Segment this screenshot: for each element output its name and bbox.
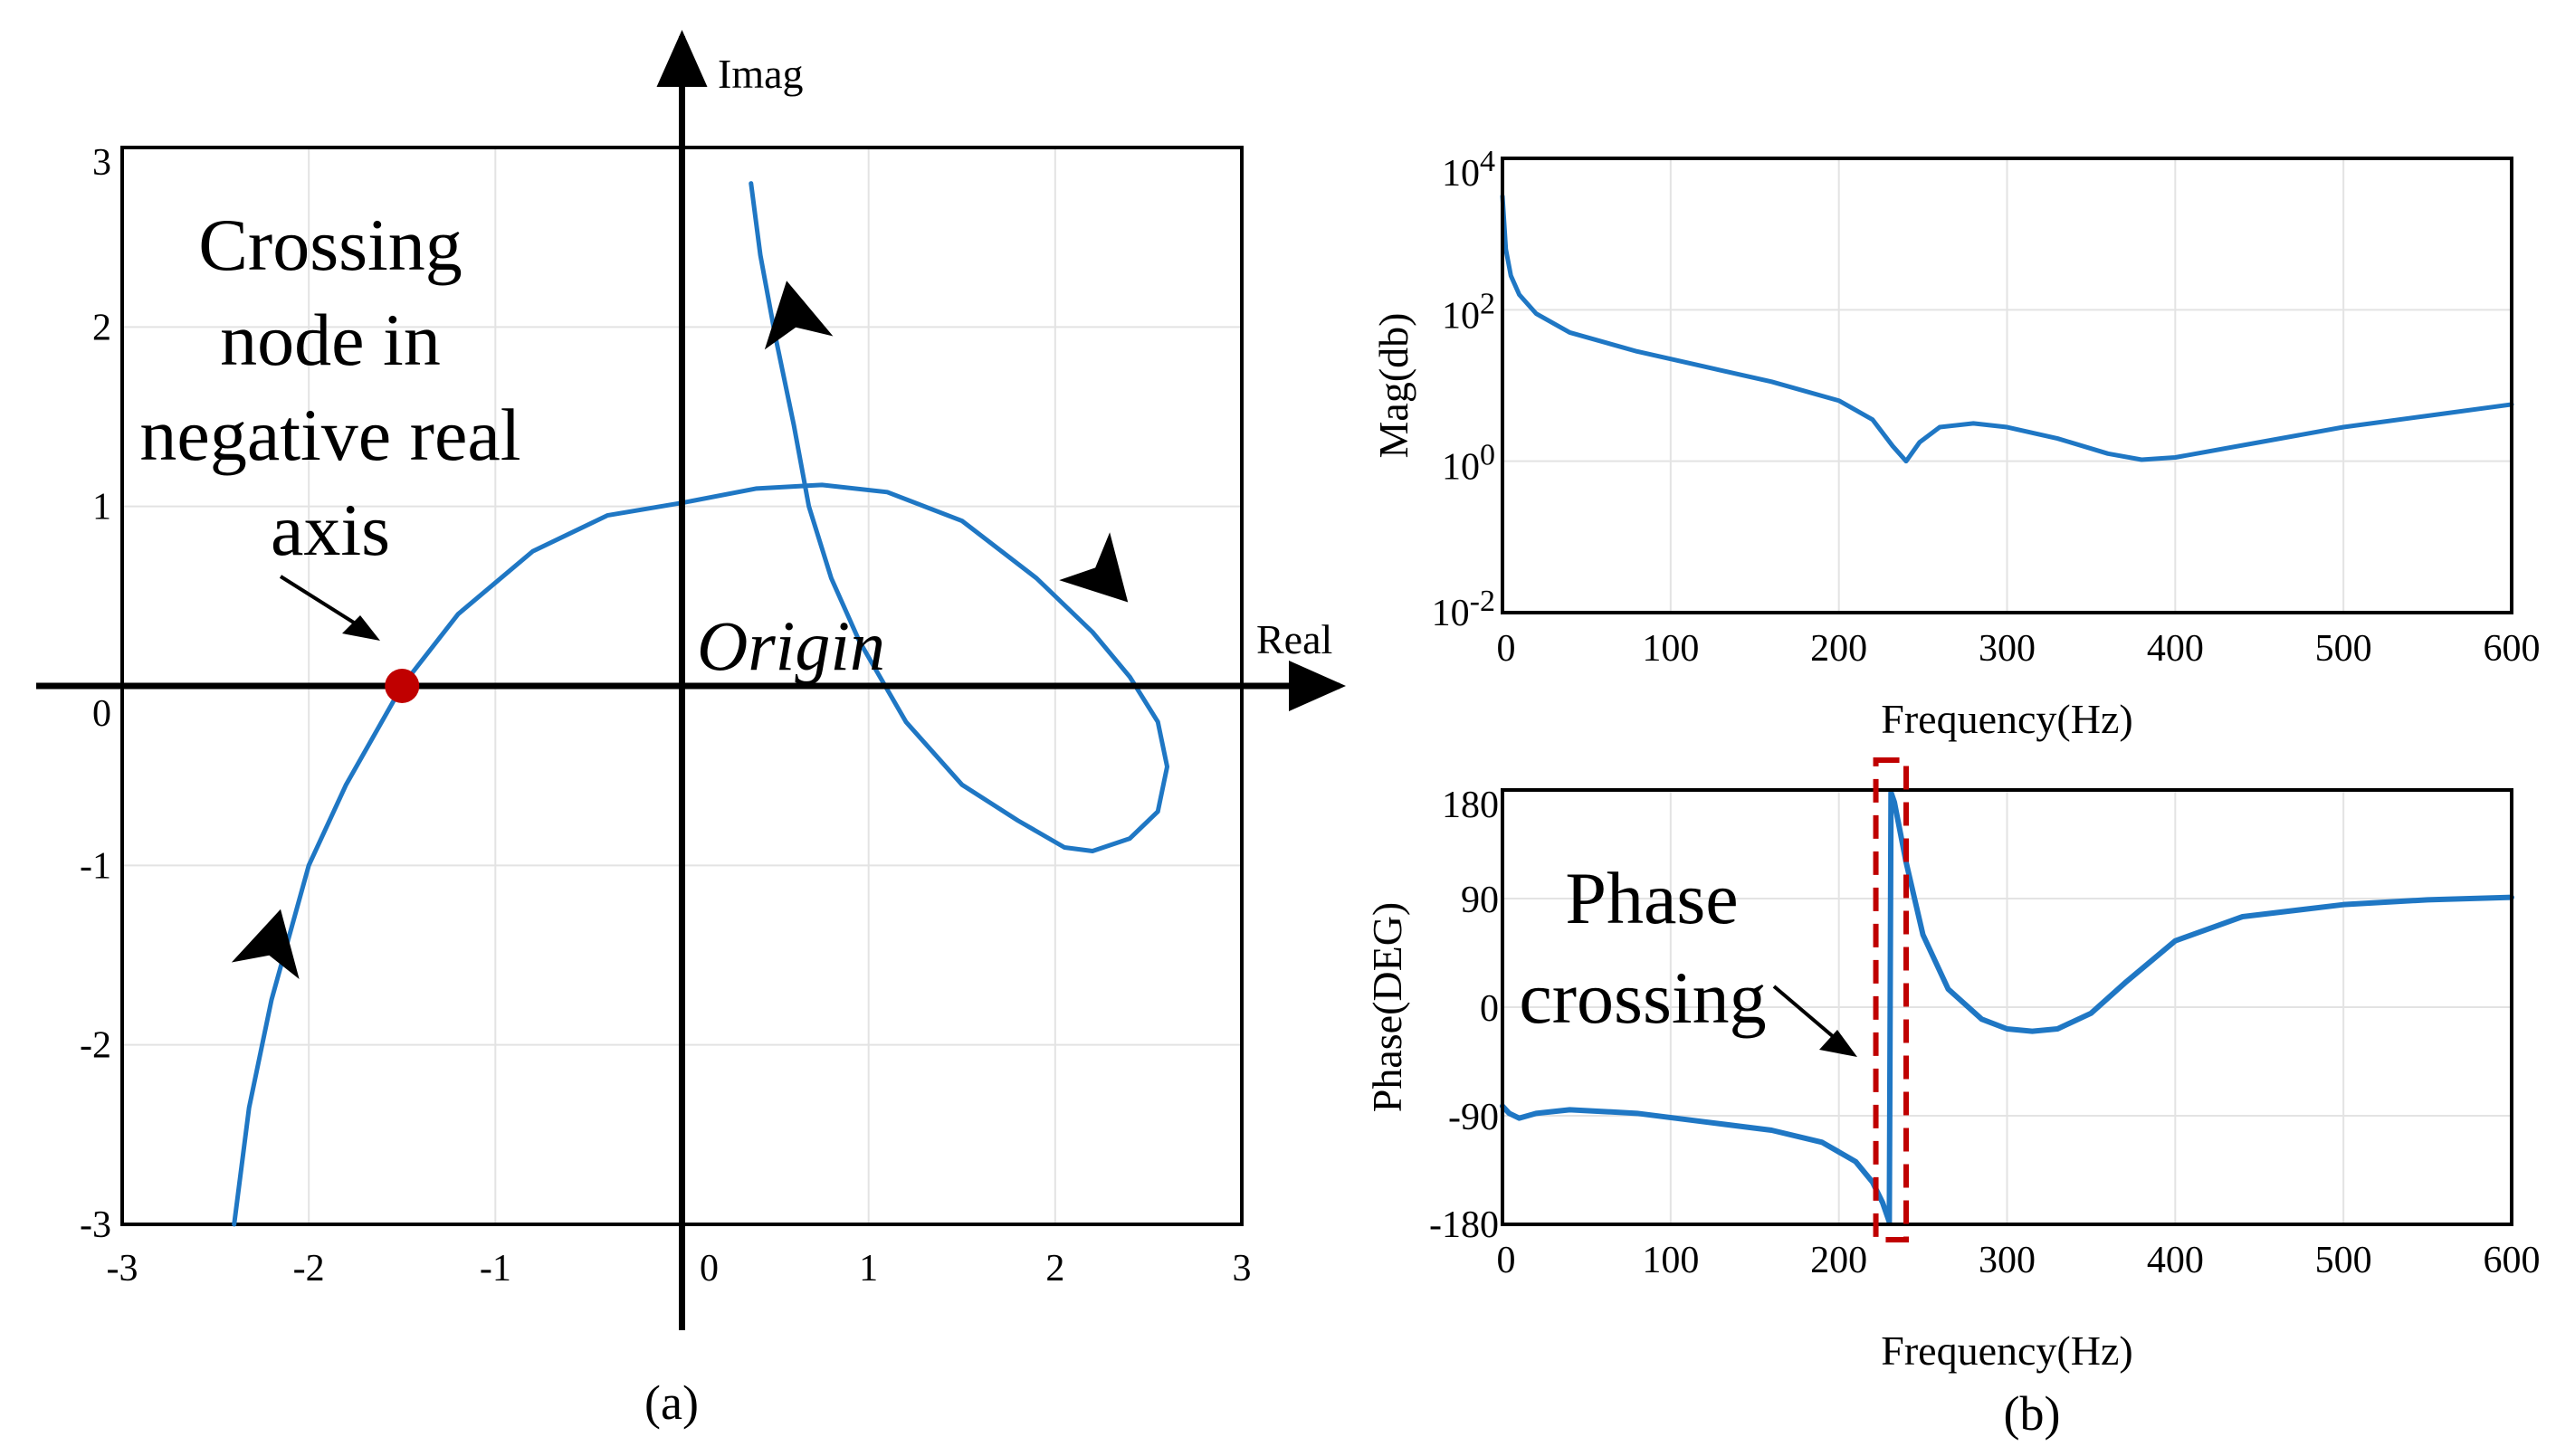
magnitude-x-tick-label: 300 [1979, 628, 2036, 670]
phase-y-tick-label: -90 [1448, 1097, 1499, 1138]
crossing-node-marker [385, 669, 420, 703]
phase-x-tick-label: 0 [1497, 1240, 1516, 1281]
nyquist-panel: -3 -2 -1 0 1 2 3 3 2 1 0 -1 -2 -3 Real Imag Origin C… [36, 30, 1346, 1430]
panel-a-label: (a) [644, 1375, 699, 1430]
nyquist-locus-line [232, 181, 1170, 1227]
annotation-line-1: Crossing [198, 204, 463, 286]
phase-y-tick-label: -180 [1429, 1204, 1499, 1246]
nyquist-y-tick-label: 3 [92, 142, 111, 184]
nyquist-y-tick-label: -3 [80, 1204, 111, 1246]
phase-x-tick-label: 200 [1810, 1240, 1867, 1281]
nyquist-y-tick-label: 0 [92, 693, 111, 735]
crossing-node-annotation: Crossing node in negative real axis [139, 204, 521, 703]
phase-crossing-annotation: Phase crossing [1519, 857, 1857, 1057]
real-axis-label: Real [1256, 616, 1332, 662]
phase-y-tick-label: 90 [1461, 880, 1499, 921]
magnitude-x-tick-label: 600 [2484, 628, 2541, 670]
phase-x-ticks: 0 100 200 300 400 500 600 [1497, 1240, 2541, 1281]
nyquist-x-tick-label: -2 [293, 1248, 325, 1289]
direction-arrowhead [231, 909, 300, 979]
crossing-pointer-head [342, 615, 380, 641]
phase-pointer-head [1819, 1030, 1857, 1057]
nyquist-y-tick-label: 1 [92, 487, 111, 528]
phase-x-tick-label: 500 [2315, 1240, 2372, 1281]
nyquist-x-ticks: -3 -2 -1 0 1 2 3 [107, 1248, 1252, 1289]
magnitude-x-tick-label: 500 [2315, 628, 2372, 670]
phase-y-tick-label: 180 [1442, 785, 1499, 826]
magnitude-y-ticks: 104 102 100 10-2 [1432, 145, 1495, 634]
annotation-line-2: node in [220, 299, 441, 381]
phase-x-tick-label: 400 [2147, 1240, 2204, 1281]
magnitude-y-tick-label: 100 [1442, 439, 1495, 489]
magnitude-y-tick-label: 104 [1442, 145, 1495, 195]
annotation-line-4: axis [271, 489, 390, 571]
nyquist-y-tick-label: -1 [80, 845, 111, 887]
direction-arrowhead [1059, 532, 1129, 603]
direction-arrowhead [764, 281, 834, 350]
magnitude-x-axis-label: Frequency(Hz) [1881, 696, 2132, 742]
magnitude-x-tick-label: 400 [2147, 628, 2204, 670]
magnitude-plot-frame [1501, 157, 2513, 614]
nyquist-x-tick-label: 3 [1233, 1248, 1252, 1289]
phase-annotation-line-1: Phase [1565, 857, 1738, 939]
nyquist-y-tick-label: -2 [80, 1025, 111, 1067]
nyquist-x-tick-label: 2 [1045, 1248, 1064, 1289]
phase-y-axis-label: Phase(DEG) [1364, 902, 1410, 1113]
nyquist-x-tick-label: 0 [700, 1248, 719, 1289]
panel-b-label: (b) [2004, 1386, 2061, 1441]
magnitude-y-axis-label: Mag(db) [1370, 313, 1416, 459]
nyquist-x-tick-label: 1 [859, 1248, 878, 1289]
magnitude-x-tick-label: 100 [1642, 628, 1699, 670]
phase-crossing-box [1873, 757, 1910, 1242]
nyquist-direction-arrows [231, 281, 1129, 979]
nyquist-x-tick-label: -3 [107, 1248, 138, 1289]
magnitude-x-ticks: 0 100 200 300 400 500 600 [1497, 628, 2541, 670]
magnitude-x-tick-label: 0 [1497, 628, 1516, 670]
phase-y-ticks: 180 90 0 -90 -180 [1429, 785, 1499, 1246]
nyquist-x-tick-label: -1 [480, 1248, 511, 1289]
nyquist-y-tick-label: 2 [92, 307, 111, 348]
magnitude-grid [1502, 158, 2512, 613]
nyquist-y-ticks: 3 2 1 0 -1 -2 -3 [80, 142, 111, 1246]
phase-y-tick-label: 0 [1480, 988, 1499, 1030]
phase-x-axis-label: Frequency(Hz) [1881, 1328, 2132, 1374]
phase-x-tick-label: 300 [1979, 1240, 2036, 1281]
magnitude-line [1500, 194, 2514, 464]
bode-magnitude-panel: 0 100 200 300 400 500 600 104 102 100 10-2 Freque… [1370, 145, 2541, 742]
phase-x-tick-label: 100 [1642, 1240, 1699, 1281]
magnitude-y-tick-label: 10-2 [1432, 585, 1495, 634]
phase-pointer-arrow [1772, 985, 1857, 1057]
phase-line [1500, 789, 2514, 1225]
imag-axis-label: Imag [718, 51, 804, 97]
phase-x-tick-label: 600 [2484, 1240, 2541, 1281]
bode-phase-panel: 0 100 200 300 400 500 600 180 90 0 -90 -180 Phase … [1364, 757, 2541, 1441]
magnitude-y-tick-label: 102 [1442, 287, 1495, 337]
magnitude-x-tick-label: 200 [1810, 628, 1867, 670]
annotation-line-3: negative real [139, 394, 520, 476]
crossing-pointer-arrow [279, 575, 380, 641]
phase-annotation-line-2: crossing [1519, 956, 1766, 1039]
phase-plot-frame [1501, 788, 2513, 1226]
origin-label: Origin [697, 606, 885, 685]
